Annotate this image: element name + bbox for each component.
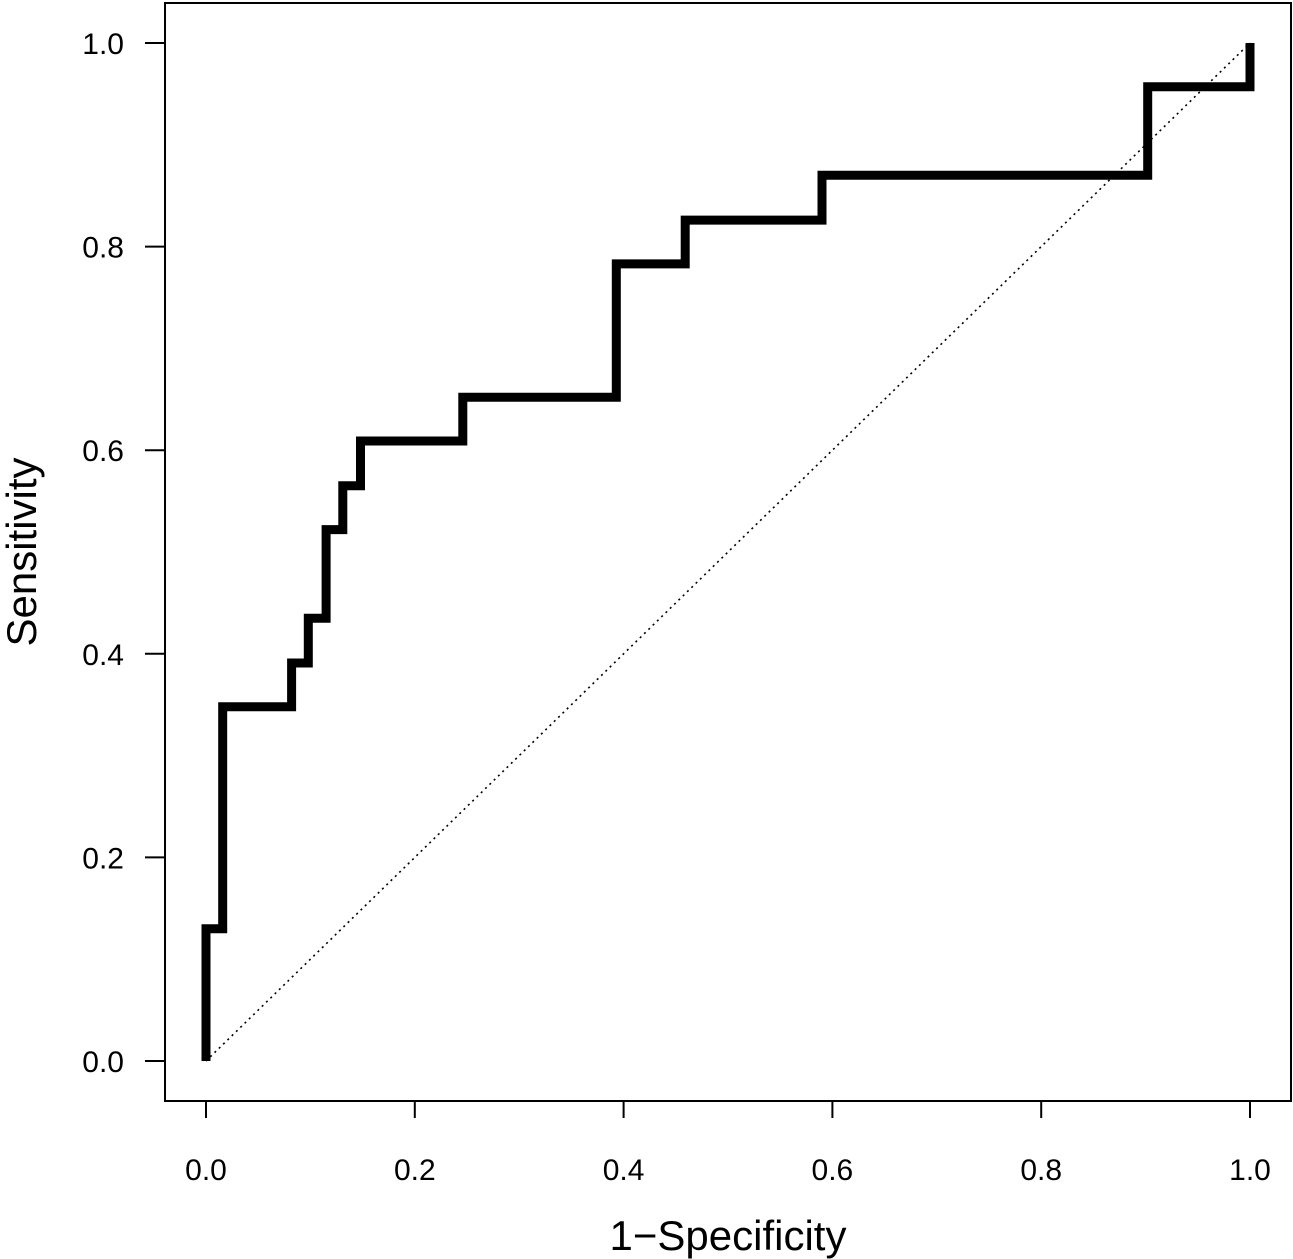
x-tick-label: 0.4 (603, 1154, 645, 1187)
y-tick-label: 0.4 (82, 639, 124, 672)
y-axis: 0.0 0.2 0.4 0.6 0.8 1.0 (82, 28, 166, 1079)
y-tick-label: 0.0 (82, 1046, 124, 1079)
x-axis: 0.0 0.2 0.4 0.6 0.8 1.0 (185, 1100, 1271, 1187)
y-tick-label: 0.6 (82, 435, 124, 468)
x-tick-label: 0.6 (812, 1154, 854, 1187)
y-tick-label: 1.0 (82, 28, 124, 61)
y-axis-title: Sensitivity (0, 457, 45, 646)
roc-curve-line (201, 43, 1255, 1061)
series-layer (201, 42, 1255, 1062)
x-tick-label: 1.0 (1229, 1154, 1271, 1187)
y-tick-label: 0.8 (82, 232, 124, 265)
x-axis-title: 1−Specificity (610, 1212, 847, 1259)
y-tick-label: 0.2 (82, 842, 124, 875)
reference-diagonal-line (205, 42, 1251, 1062)
x-tick-label: 0.2 (394, 1154, 436, 1187)
x-tick-label: 0.0 (185, 1154, 227, 1187)
x-tick-label: 0.8 (1020, 1154, 1062, 1187)
